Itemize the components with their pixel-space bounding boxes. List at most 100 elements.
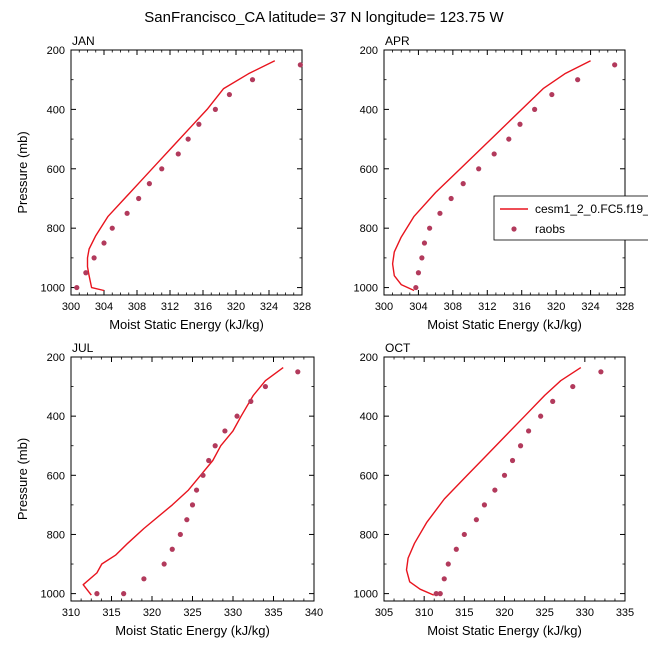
y-tick-label-jan: 600 [47, 164, 65, 176]
y-axis-label-jul: Pressure (mb) [15, 438, 30, 520]
x-tick-label-apr: 312 [478, 301, 496, 313]
x-tick-label-jan: 304 [95, 301, 113, 313]
panel-jul: 310 315 320 325 330 335 340 200 400 600 800 1000 JUL… [15, 341, 323, 638]
x-tick-label-jul: 325 [183, 607, 201, 619]
raob-point-apr [476, 166, 482, 172]
raob-point-jul [212, 443, 218, 449]
raob-point-jul [94, 591, 100, 597]
x-tick-label-jan: 316 [194, 301, 212, 313]
x-tick-label-oct: 330 [576, 607, 594, 619]
y-tick-label-oct: 400 [360, 411, 378, 423]
y-axis-label-jan: Pressure (mb) [15, 131, 30, 213]
plot-frame-jul [70, 356, 315, 602]
raob-point-apr [419, 255, 425, 261]
raob-point-jul [200, 472, 206, 478]
raob-point-apr [413, 284, 419, 291]
raob-point-jul [206, 457, 212, 464]
x-tick-label-jan: 300 [62, 301, 80, 313]
raob-point-jul [189, 502, 196, 508]
raob-point-jan [159, 166, 165, 172]
y-tick-label-apr: 800 [360, 223, 378, 235]
x-tick-label-apr: 320 [547, 301, 565, 313]
raob-point-oct [550, 398, 556, 404]
raob-point-oct [453, 546, 459, 552]
raob-point-oct [538, 413, 544, 419]
x-tick-label-jul: 315 [102, 607, 120, 619]
x-tick-label-jul: 320 [143, 607, 161, 619]
raob-point-jul [248, 398, 254, 404]
raob-point-jan [136, 195, 142, 202]
raob-point-jul [121, 591, 127, 597]
raob-point-jan [109, 225, 115, 231]
x-tick-label-jan: 308 [128, 301, 146, 313]
x-tick-label-jan: 324 [260, 301, 278, 313]
raob-point-apr [532, 106, 538, 112]
raob-point-jan [226, 91, 232, 98]
raob-point-jan [124, 210, 130, 216]
x-tick-label-apr: 304 [409, 301, 427, 313]
y-tick-label-jul: 600 [47, 470, 65, 482]
x-tick-label-apr: 328 [616, 301, 634, 313]
raob-point-jan [83, 270, 89, 276]
x-tick-label-apr: 324 [581, 301, 599, 313]
x-tick-label-apr: 308 [444, 301, 462, 313]
raob-point-apr [549, 91, 555, 98]
raob-point-jul [169, 546, 175, 552]
raob-point-jul [295, 369, 301, 375]
raob-point-jan [74, 284, 80, 291]
x-tick-label-oct: 315 [455, 607, 473, 619]
raob-point-oct [461, 531, 467, 538]
panel-title-apr: APR [385, 34, 410, 48]
y-tick-label-jul: 400 [47, 411, 65, 423]
legend: cesm1_2_0.FC5.f19_ raobs [493, 195, 648, 241]
x-tick-label-jul: 310 [62, 607, 80, 619]
raob-point-jul [222, 428, 228, 434]
raob-point-jan [101, 240, 107, 246]
raob-point-oct [481, 502, 488, 508]
raob-point-apr [421, 240, 428, 246]
raob-point-apr [575, 77, 581, 83]
model-profile-line-apr [391, 60, 591, 292]
y-tick-label-jul: 800 [47, 529, 65, 541]
x-tick-label-apr: 300 [375, 301, 393, 313]
x-tick-label-oct: 325 [535, 607, 553, 619]
raob-point-oct [509, 457, 516, 464]
raob-point-jan [297, 62, 303, 68]
raob-point-oct [492, 487, 498, 493]
x-tick-label-jan: 328 [293, 301, 311, 313]
y-tick-label-oct: 200 [360, 352, 378, 364]
panel-title-jul: JUL [72, 341, 94, 355]
x-tick-label-oct: 320 [495, 607, 513, 619]
raob-point-apr [437, 210, 443, 216]
y-tick-label-jan: 200 [47, 45, 65, 57]
raob-point-oct [441, 576, 447, 582]
raob-point-apr [415, 270, 422, 276]
raob-point-jan [185, 136, 191, 142]
raob-point-jul [177, 531, 183, 538]
raob-point-oct [501, 472, 508, 478]
raob-point-apr [460, 181, 466, 187]
raob-point-jul [234, 413, 240, 419]
x-axis-label-apr: Moist Static Energy (kJ/kg) [427, 317, 582, 332]
raob-point-jul [184, 517, 190, 523]
y-tick-label-oct: 800 [360, 529, 378, 541]
y-tick-label-jan: 1000 [41, 283, 65, 295]
y-tick-label-jul: 200 [47, 352, 65, 364]
x-tick-label-jan: 320 [227, 301, 245, 313]
x-axis-label-jan: Moist Static Energy (kJ/kg) [109, 317, 264, 332]
plot-frame-jan [70, 49, 303, 296]
panels: 300 304 308 312 316 320 324 328 200 400 600 800 1000… [15, 34, 634, 638]
raob-point-oct [526, 428, 532, 434]
raob-point-jul [141, 576, 147, 582]
panel-title-oct: OCT [385, 341, 411, 355]
panel-title-jan: JAN [72, 34, 95, 48]
raob-point-jan [146, 181, 152, 187]
legend-model-label: cesm1_2_0.FC5.f19_ [535, 202, 648, 216]
raob-point-jan [249, 77, 256, 83]
panel-jan: 300 304 308 312 316 320 324 328 200 400 600 800 1000… [15, 34, 311, 332]
panel-oct: 305 310 315 320 325 330 335 200 400 600 800 1000 OCT… [354, 341, 635, 638]
raob-point-jul [262, 383, 268, 390]
raob-point-jan [175, 151, 181, 157]
figure-title: SanFrancisco_CA latitude= 37 N longitude… [144, 9, 504, 26]
